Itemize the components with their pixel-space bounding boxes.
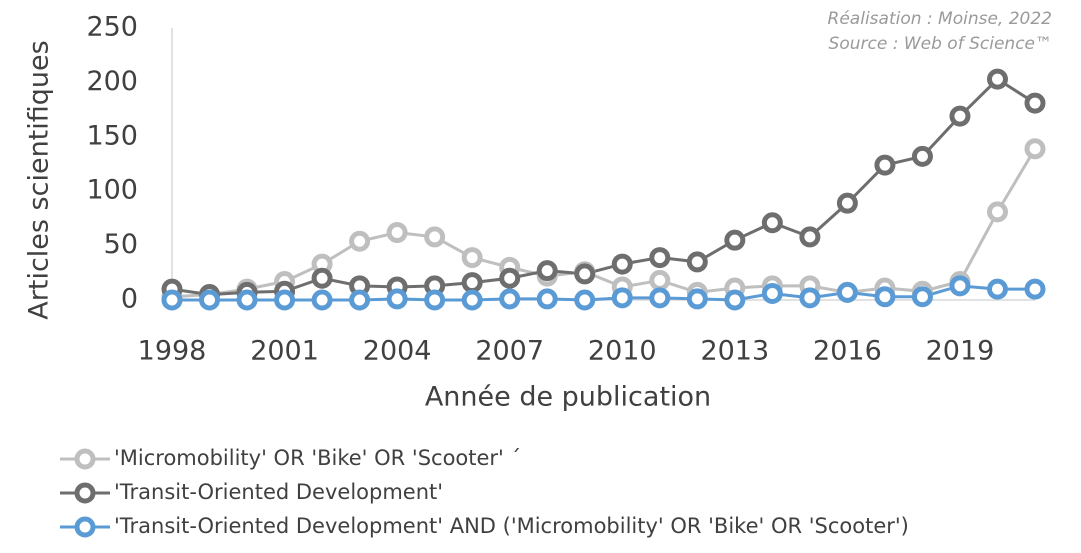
marker: [986, 201, 1008, 223]
marker: [236, 289, 258, 311]
marker: [499, 267, 521, 289]
x-tick-label: 2013: [700, 336, 769, 367]
marker: [461, 289, 483, 311]
marker: [949, 275, 971, 297]
annotation: Source : Web of Science™: [829, 34, 1052, 54]
marker: [761, 212, 783, 234]
legend-marker: [74, 482, 96, 504]
x-tick-label: 1998: [138, 336, 207, 367]
y-tick-label: 50: [104, 229, 138, 260]
marker: [761, 282, 783, 304]
marker: [499, 288, 521, 310]
series-line: [172, 284, 1035, 302]
marker: [1024, 138, 1046, 160]
legend-marker: [74, 448, 96, 470]
legend-label: 'Transit-Oriented Development' AND ('Mic…: [114, 514, 909, 538]
marker: [649, 287, 671, 309]
marker: [649, 247, 671, 269]
marker: [911, 145, 933, 167]
marker: [386, 288, 408, 310]
marker: [611, 287, 633, 309]
marker: [536, 260, 558, 282]
marker: [274, 289, 296, 311]
marker: [836, 281, 858, 303]
marker: [311, 267, 333, 289]
marker: [536, 288, 558, 310]
marker: [874, 154, 896, 176]
y-tick-label: 200: [86, 66, 138, 97]
marker: [949, 105, 971, 127]
marker: [724, 289, 746, 311]
x-tick-label: 2004: [363, 336, 432, 367]
legend-label: 'Transit-Oriented Development': [114, 480, 443, 504]
marker: [349, 230, 371, 252]
marker: [799, 226, 821, 248]
legend-marker: [74, 516, 96, 538]
x-axis-title: Année de publication: [425, 382, 711, 413]
marker: [986, 278, 1008, 300]
marker: [461, 247, 483, 269]
y-axis-title: Articles scientifiques: [24, 40, 55, 319]
marker: [724, 229, 746, 251]
x-tick-label: 2016: [813, 336, 882, 367]
marker: [424, 289, 446, 311]
y-tick-label: 150: [86, 120, 138, 151]
marker: [649, 269, 671, 291]
marker: [574, 289, 596, 311]
marker: [311, 289, 333, 311]
marker: [161, 289, 183, 311]
marker: [1024, 278, 1046, 300]
marker: [574, 263, 596, 285]
y-tick-label: 250: [86, 12, 138, 43]
marker: [686, 251, 708, 273]
marker: [611, 253, 633, 275]
legend-label: 'Micromobility' OR 'Bike' OR 'Scooter' ´: [114, 446, 521, 470]
marker: [799, 287, 821, 309]
x-tick-label: 2001: [250, 336, 319, 367]
marker: [461, 272, 483, 294]
y-tick-label: 100: [86, 175, 138, 206]
x-tick-label: 2010: [588, 336, 657, 367]
marker: [911, 286, 933, 308]
series-line: [171, 148, 1037, 299]
y-tick-label: 0: [121, 284, 138, 315]
x-tick-label: 2019: [926, 336, 995, 367]
marker: [836, 192, 858, 214]
series-line: [171, 77, 1036, 297]
marker: [686, 288, 708, 310]
marker: [349, 289, 371, 311]
annotation: Réalisation : Moinse, 2022: [828, 9, 1052, 29]
marker: [986, 68, 1008, 90]
x-tick-label: 2007: [475, 336, 544, 367]
marker: [386, 222, 408, 244]
marker: [199, 289, 221, 311]
marker: [874, 286, 896, 308]
marker: [424, 226, 446, 248]
marker: [1024, 92, 1046, 114]
